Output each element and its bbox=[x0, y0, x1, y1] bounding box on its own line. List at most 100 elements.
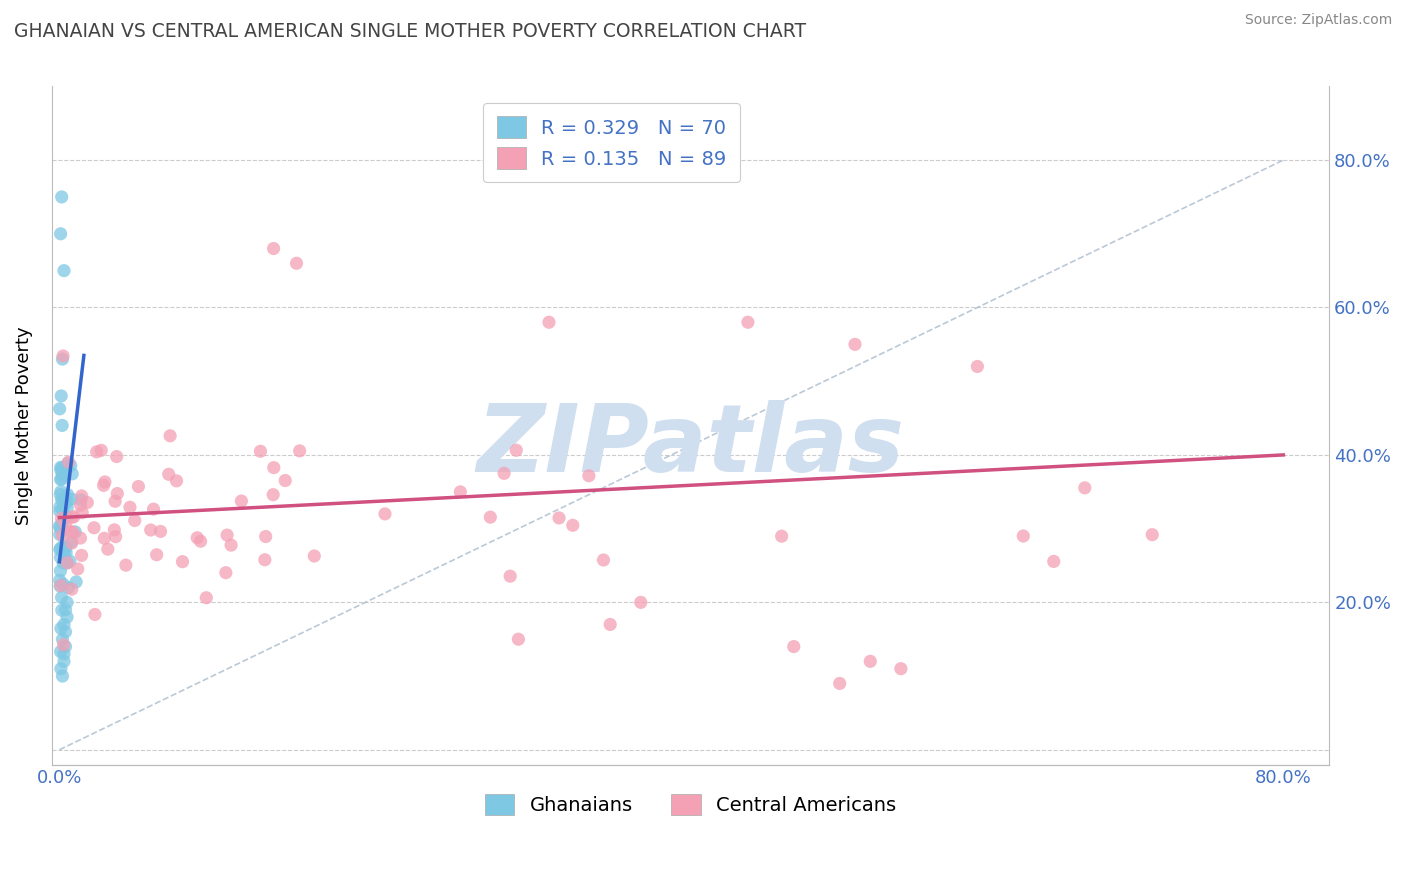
Point bbox=[890, 662, 912, 676]
Point bbox=[578, 468, 600, 483]
Point bbox=[508, 632, 530, 647]
Point bbox=[55, 640, 77, 654]
Point bbox=[72, 506, 94, 520]
Point bbox=[103, 523, 125, 537]
Point bbox=[449, 484, 471, 499]
Point bbox=[186, 531, 208, 545]
Point bbox=[56, 610, 79, 624]
Point bbox=[49, 460, 72, 475]
Point bbox=[142, 502, 165, 516]
Point bbox=[1012, 529, 1035, 543]
Point bbox=[66, 562, 89, 576]
Point bbox=[630, 595, 652, 609]
Point bbox=[55, 518, 77, 533]
Point bbox=[494, 467, 516, 481]
Point bbox=[55, 624, 77, 639]
Text: ZIPatlas: ZIPatlas bbox=[477, 400, 904, 491]
Point bbox=[124, 514, 146, 528]
Point bbox=[70, 489, 93, 503]
Point bbox=[51, 516, 73, 530]
Point bbox=[53, 617, 76, 632]
Point bbox=[58, 455, 80, 469]
Point bbox=[219, 538, 242, 552]
Point bbox=[231, 494, 253, 508]
Point bbox=[56, 500, 79, 515]
Point bbox=[59, 458, 82, 473]
Point bbox=[53, 263, 76, 277]
Point bbox=[52, 349, 75, 363]
Point bbox=[49, 521, 72, 535]
Point bbox=[51, 190, 73, 204]
Point bbox=[90, 443, 112, 458]
Point bbox=[93, 531, 115, 545]
Point bbox=[105, 486, 128, 500]
Point bbox=[499, 569, 522, 583]
Y-axis label: Single Mother Poverty: Single Mother Poverty bbox=[15, 326, 32, 524]
Point bbox=[274, 474, 297, 488]
Point bbox=[69, 498, 91, 512]
Point bbox=[51, 591, 73, 605]
Point bbox=[159, 429, 181, 443]
Point bbox=[149, 524, 172, 539]
Point bbox=[60, 535, 83, 549]
Point bbox=[844, 337, 866, 351]
Point bbox=[253, 553, 276, 567]
Text: Source: ZipAtlas.com: Source: ZipAtlas.com bbox=[1244, 13, 1392, 28]
Point bbox=[51, 511, 73, 525]
Point bbox=[770, 529, 793, 543]
Point bbox=[52, 577, 75, 591]
Point bbox=[97, 542, 120, 557]
Point bbox=[263, 460, 285, 475]
Point bbox=[263, 242, 285, 256]
Point bbox=[83, 521, 105, 535]
Point bbox=[51, 501, 73, 516]
Point bbox=[127, 479, 149, 493]
Point bbox=[51, 492, 73, 507]
Point bbox=[56, 456, 79, 470]
Point bbox=[53, 647, 76, 661]
Point bbox=[51, 467, 73, 482]
Point bbox=[49, 578, 72, 592]
Point bbox=[52, 468, 75, 483]
Point bbox=[49, 473, 72, 487]
Point bbox=[49, 527, 72, 541]
Point bbox=[548, 511, 571, 525]
Point bbox=[190, 534, 212, 549]
Point bbox=[56, 595, 79, 609]
Point bbox=[104, 494, 127, 508]
Point bbox=[104, 530, 127, 544]
Point bbox=[51, 460, 73, 475]
Point bbox=[783, 640, 806, 654]
Point bbox=[49, 542, 72, 557]
Point bbox=[49, 564, 72, 578]
Point bbox=[55, 546, 77, 560]
Point bbox=[52, 539, 75, 553]
Point bbox=[828, 676, 851, 690]
Point bbox=[93, 478, 115, 492]
Point bbox=[215, 566, 238, 580]
Point bbox=[48, 401, 70, 416]
Point bbox=[145, 548, 167, 562]
Point bbox=[48, 574, 70, 588]
Point bbox=[966, 359, 988, 374]
Point bbox=[56, 488, 79, 502]
Point bbox=[70, 549, 93, 563]
Point bbox=[49, 500, 72, 514]
Point bbox=[51, 603, 73, 617]
Point bbox=[48, 504, 70, 518]
Point bbox=[56, 556, 79, 570]
Point bbox=[56, 509, 79, 524]
Point bbox=[83, 607, 105, 622]
Point bbox=[60, 582, 83, 597]
Point bbox=[58, 581, 80, 595]
Point bbox=[69, 492, 91, 507]
Point bbox=[48, 518, 70, 533]
Point bbox=[60, 536, 83, 550]
Point bbox=[49, 227, 72, 241]
Point bbox=[217, 528, 239, 542]
Point bbox=[1142, 527, 1164, 541]
Point bbox=[53, 654, 76, 668]
Point bbox=[56, 556, 79, 570]
Point bbox=[49, 541, 72, 556]
Point bbox=[51, 528, 73, 542]
